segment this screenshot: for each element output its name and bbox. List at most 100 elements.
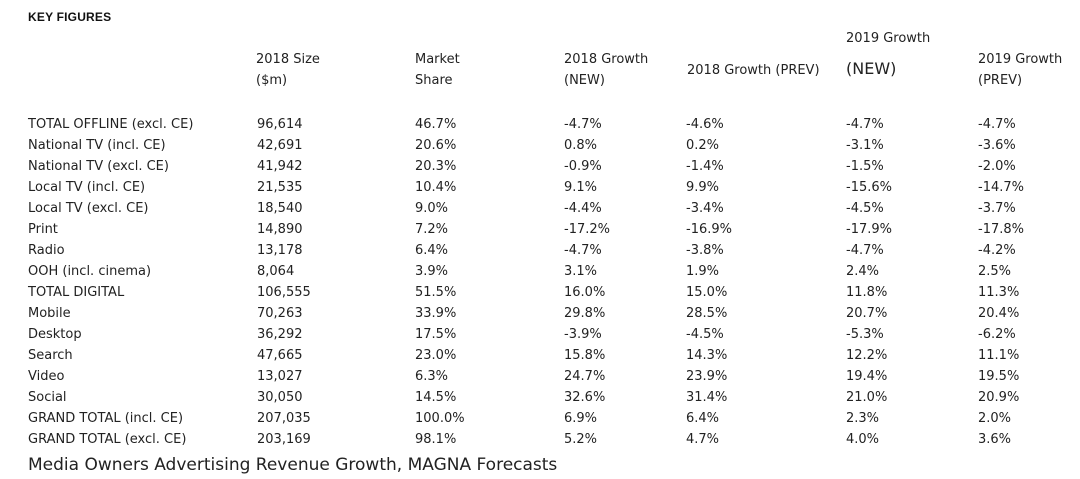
table-cell: -5.3% — [846, 327, 884, 342]
col-header-line: 2018 Growth (PREV) — [687, 63, 820, 78]
table-cell: -4.4% — [564, 201, 602, 216]
table-cell: 36,292 — [257, 327, 303, 342]
table-cell: 29.8% — [564, 306, 606, 321]
table-cell: 6.4% — [415, 243, 449, 258]
table-cell: 4.7% — [686, 432, 720, 447]
col-header-2018-size: 2018 Size ($m) — [256, 49, 320, 91]
row-label: Search — [28, 348, 73, 363]
figure-caption: Media Owners Advertising Revenue Growth,… — [28, 455, 558, 475]
row-label: Local TV (excl. CE) — [28, 201, 149, 216]
row-label: National TV (excl. CE) — [28, 159, 169, 174]
table-row: Social 30,050 14.5% 32.6% 31.4% 21.0% 20.9% — [28, 387, 1068, 408]
table-cell: 32.6% — [564, 390, 606, 405]
col-header-market-share: Market Share — [415, 49, 460, 91]
table-cell: -4.7% — [564, 117, 602, 132]
table-cell: 41,942 — [257, 159, 303, 174]
table-cell: 6.9% — [564, 411, 598, 426]
table-row: Desktop 36,292 17.5% -3.9% -4.5% -5.3% -6.2% — [28, 324, 1068, 345]
col-header-line: 2019 Growth — [978, 52, 1063, 67]
row-label: National TV (incl. CE) — [28, 138, 166, 153]
row-label: OOH (incl. cinema) — [28, 264, 152, 279]
table-cell: 13,178 — [257, 243, 303, 258]
table-cell: 11.1% — [978, 348, 1020, 363]
col-header-2018-growth-new: 2018 Growth (NEW) — [564, 49, 648, 91]
table-cell: 9.9% — [686, 180, 720, 195]
table-cell: 3.9% — [415, 264, 449, 279]
table-cell: -0.9% — [564, 159, 602, 174]
table-row: Local TV (incl. CE) 21,535 10.4% 9.1% 9.9% -1… — [28, 177, 1068, 198]
row-label: GRAND TOTAL (excl. CE) — [28, 432, 187, 447]
table-row: TOTAL DIGITAL 106,555 51.5% 16.0% 15.0% 11.8%… — [28, 282, 1068, 303]
row-label: TOTAL OFFLINE (excl. CE) — [28, 117, 194, 132]
col-header-2019-growth-new: 2019 Growth (NEW) — [846, 28, 930, 81]
row-label: Local TV (incl. CE) — [28, 180, 146, 195]
table-cell: 33.9% — [415, 306, 457, 321]
table-cell: 9.1% — [564, 180, 598, 195]
table-row: National TV (incl. CE) 42,691 20.6% 0.8% 0.2… — [28, 135, 1068, 156]
table-cell: 14.5% — [415, 390, 457, 405]
table-cell: -14.7% — [978, 180, 1024, 195]
table-cell: 46.7% — [415, 117, 457, 132]
table-row: Video 13,027 6.3% 24.7% 23.9% 19.4% 19.5% — [28, 366, 1068, 387]
table-cell: 8,064 — [257, 264, 295, 279]
table-cell: 1.9% — [686, 264, 720, 279]
row-label: Video — [28, 369, 65, 384]
table-cell: 2.3% — [846, 411, 880, 426]
col-header-line: ($m) — [256, 73, 288, 88]
table-cell: 5.2% — [564, 432, 598, 447]
col-header-2018-growth-prev: 2018 Growth (PREV) — [687, 60, 820, 81]
table-row: GRAND TOTAL (excl. CE) 203,169 98.1% 5.2% 4.… — [28, 429, 1068, 450]
table-cell: 9.0% — [415, 201, 449, 216]
table-cell: 0.8% — [564, 138, 598, 153]
table-cell: 20.3% — [415, 159, 457, 174]
table-cell: 12.2% — [846, 348, 888, 363]
col-header-line: (NEW) — [564, 73, 605, 88]
table-cell: 98.1% — [415, 432, 457, 447]
col-header-line: 2018 Growth — [564, 52, 649, 67]
table-row: TOTAL OFFLINE (excl. CE) 96,614 46.7% -4.7%… — [28, 114, 1068, 135]
table-cell: 15.0% — [686, 285, 728, 300]
table-cell: -6.2% — [978, 327, 1016, 342]
table-cell: 16.0% — [564, 285, 606, 300]
table-cell: 21,535 — [257, 180, 303, 195]
table-cell: 11.8% — [846, 285, 888, 300]
row-label: Radio — [28, 243, 65, 258]
table-row: Print 14,890 7.2% -17.2% -16.9% -17.9% -17.8% — [28, 219, 1068, 240]
table-cell: 17.5% — [415, 327, 457, 342]
col-header-line: 2019 Growth — [846, 31, 931, 46]
table-cell: -4.5% — [846, 201, 884, 216]
table-cell: 24.7% — [564, 369, 606, 384]
table-cell: -3.9% — [564, 327, 602, 342]
table-row: National TV (excl. CE) 41,942 20.3% -0.9% -1… — [28, 156, 1068, 177]
table-heading: KEY FIGURES — [28, 10, 112, 24]
table-cell: 4.0% — [846, 432, 880, 447]
table-cell: -17.8% — [978, 222, 1024, 237]
table-cell: 2.4% — [846, 264, 880, 279]
table-cell: -3.6% — [978, 138, 1016, 153]
table-cell: -4.7% — [978, 117, 1016, 132]
table-cell: 47,665 — [257, 348, 303, 363]
col-header-line: 2018 Size — [256, 52, 320, 67]
table-row: GRAND TOTAL (incl. CE) 207,035 100.0% 6.9% 6… — [28, 408, 1068, 429]
table-cell: 42,691 — [257, 138, 303, 153]
table-cell: 13,027 — [257, 369, 303, 384]
table-cell: 6.3% — [415, 369, 449, 384]
table-cell: 15.8% — [564, 348, 606, 363]
row-label: Social — [28, 390, 67, 405]
table-cell: 28.5% — [686, 306, 728, 321]
table-cell: 23.9% — [686, 369, 728, 384]
table-cell: -3.7% — [978, 201, 1016, 216]
table-cell: -4.7% — [564, 243, 602, 258]
col-header-line: Share — [415, 73, 453, 88]
col-header-line: (PREV) — [978, 73, 1023, 88]
table-cell: 203,169 — [257, 432, 311, 447]
table-cell: 20.4% — [978, 306, 1020, 321]
table-cell: 20.6% — [415, 138, 457, 153]
table-cell: -4.5% — [686, 327, 724, 342]
table-cell: -2.0% — [978, 159, 1016, 174]
table-cell: 51.5% — [415, 285, 457, 300]
table-cell: 3.6% — [978, 432, 1012, 447]
table-cell: -1.5% — [846, 159, 884, 174]
table-cell: -4.7% — [846, 117, 884, 132]
table-cell: 2.5% — [978, 264, 1012, 279]
